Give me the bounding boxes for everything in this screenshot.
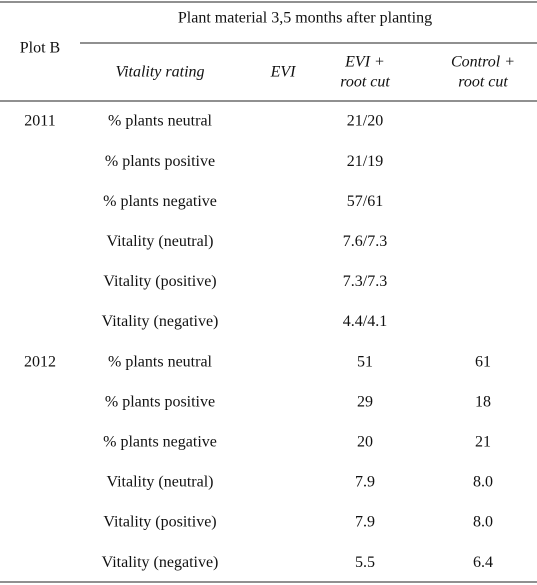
- cell-value: 21/20: [347, 113, 383, 130]
- cell-value: 57/61: [347, 193, 383, 210]
- row-label: % plants negative: [103, 193, 217, 210]
- column-header: Vitality rating: [115, 64, 204, 81]
- row-label: Vitality (neutral): [107, 233, 214, 250]
- row-label: Vitality (neutral): [107, 474, 214, 491]
- column-header: root cut: [340, 74, 390, 91]
- row-label: % plants negative: [103, 433, 217, 450]
- cell-value: 20: [357, 433, 373, 450]
- corner-header: Plot B: [20, 40, 60, 57]
- year-label: 2012: [24, 353, 56, 370]
- cell-value: 61: [475, 353, 491, 370]
- row-label: % plants neutral: [108, 113, 213, 130]
- cell-value: 7.6/7.3: [343, 233, 387, 250]
- cell-value: 8.0: [473, 514, 493, 531]
- cell-value: 51: [357, 353, 373, 370]
- cell-value: 21/19: [347, 153, 383, 170]
- column-header: EVI: [270, 64, 297, 81]
- row-label: % plants positive: [105, 153, 215, 170]
- year-label: 2011: [24, 113, 55, 130]
- cell-value: 7.3/7.3: [343, 273, 387, 290]
- row-label: Vitality (positive): [103, 514, 216, 531]
- row-label: Vitality (negative): [102, 554, 219, 571]
- row-label: Vitality (negative): [102, 313, 219, 330]
- cell-value: 8.0: [473, 474, 493, 491]
- cell-value: 21: [475, 433, 491, 450]
- column-header: EVI +: [344, 54, 385, 71]
- column-header: Control +: [451, 54, 515, 71]
- cell-value: 18: [475, 393, 491, 410]
- cell-value: 7.9: [355, 514, 375, 531]
- row-label: Vitality (positive): [103, 273, 216, 290]
- column-header: root cut: [458, 74, 508, 91]
- spanning-header: Plant material 3,5 months after planting: [178, 10, 432, 27]
- row-label: % plants positive: [105, 393, 215, 410]
- cell-value: 4.4/4.1: [343, 313, 387, 330]
- cell-value: 29: [357, 393, 373, 410]
- row-label: % plants neutral: [108, 353, 213, 370]
- cell-value: 6.4: [473, 554, 493, 571]
- cell-value: 5.5: [355, 554, 375, 571]
- cell-value: 7.9: [355, 474, 375, 491]
